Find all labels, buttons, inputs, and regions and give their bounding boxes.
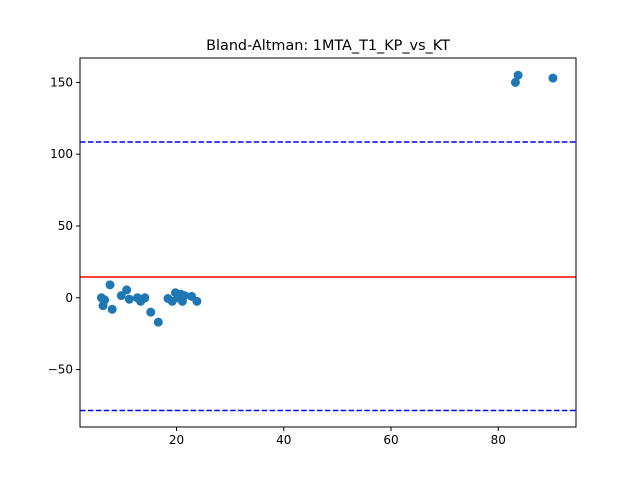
plot-area: 20 40 60 80 −50 0 50 100 150 [48,57,577,447]
data-point [105,280,115,290]
axes-frame [79,57,577,428]
data-point [192,296,202,306]
x-tick-label: 20 [169,433,184,447]
data-point [116,291,126,301]
data-point [180,291,190,301]
data-point [107,304,117,314]
data-point [124,294,134,304]
y-tick-label: 50 [58,219,73,233]
data-point [100,295,110,305]
y-tick-label: 0 [65,291,73,305]
chart-title: Bland-Altman: 1MTA_T1_KP_vs_KT [206,38,450,54]
y-tick-label: −50 [48,363,73,377]
data-point [153,317,163,327]
data-point [140,293,150,303]
y-tick-label: 150 [50,75,73,89]
x-tick-label: 40 [276,433,291,447]
x-tick-label: 60 [383,433,398,447]
data-point [510,77,520,87]
data-point [548,73,558,83]
data-point [513,70,523,80]
x-tick-label: 80 [491,433,506,447]
data-point [122,285,132,295]
data-point [146,307,156,317]
y-tick-label: 100 [50,147,73,161]
